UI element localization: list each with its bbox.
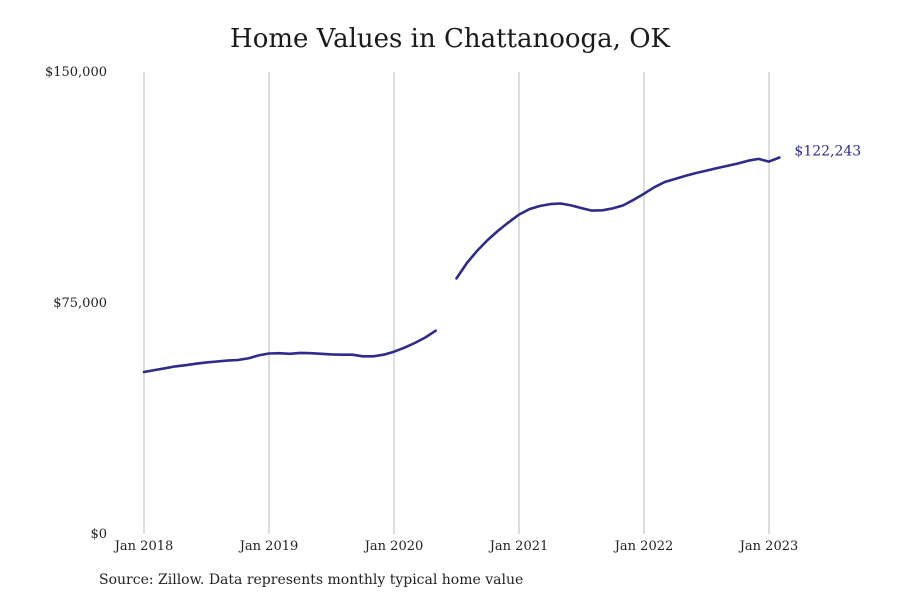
y-tick-label: $0 xyxy=(90,527,107,542)
x-tick-label: Jan 2018 xyxy=(113,539,174,554)
series-line xyxy=(455,156,781,280)
chart-title: Home Values in Chattanooga, OK xyxy=(230,24,670,54)
x-tick-label: Jan 2022 xyxy=(613,539,674,554)
end-value-label: $122,243 xyxy=(794,143,861,159)
x-tick-label: Jan 2020 xyxy=(363,539,424,554)
x-tick-label: Jan 2023 xyxy=(738,539,799,554)
chart-source: Source: Zillow. Data represents monthly … xyxy=(99,572,524,588)
series-line xyxy=(142,329,437,374)
x-tick-label: Jan 2019 xyxy=(238,539,299,554)
x-tick-label: Jan 2021 xyxy=(488,539,549,554)
y-tick-label: $150,000 xyxy=(45,65,107,80)
y-tick-label: $75,000 xyxy=(53,296,107,311)
